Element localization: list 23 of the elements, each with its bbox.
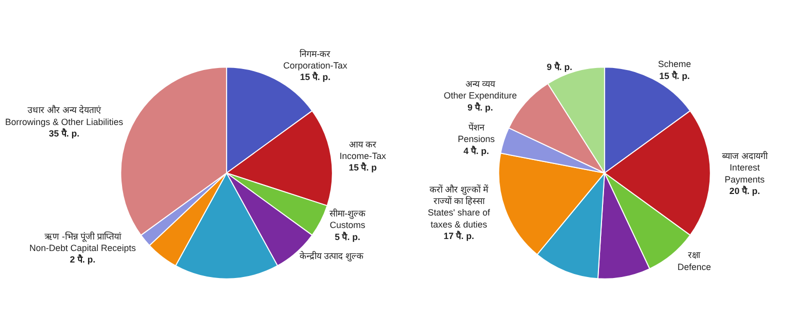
slice-label: रक्षा Defence bbox=[677, 250, 711, 272]
slice-label: करों और शुल्कों में राज्यों का हिस्सा States' share of taxes & duties bbox=[428, 183, 491, 230]
slice-label: केन्द्रीय उत्पाद शुल्क bbox=[300, 250, 365, 262]
data-label: 15 पै. p. bbox=[659, 70, 690, 81]
data-label: 4 पै. p. bbox=[464, 144, 490, 156]
data-label: 5 पै. p. bbox=[334, 230, 360, 242]
slice-label: पेंशन Pensions bbox=[458, 121, 496, 144]
data-label: 17 पै. p. bbox=[444, 230, 474, 242]
slice-label: उधार और अन्य देयताएं Borrowings & Other Liabilities bbox=[5, 104, 124, 127]
slice-label: आय कर Income-Tax bbox=[339, 139, 386, 162]
slice-label: अन्य व्यय Other Expenditure bbox=[444, 79, 517, 101]
slice-label: ब्याज अदायगी Interest Payments bbox=[722, 150, 768, 184]
data-label: 2 पै. p. bbox=[70, 254, 96, 265]
slice-label: सीमा-शुल्क Customs bbox=[329, 207, 366, 230]
data-label: 15 पै. p bbox=[348, 162, 378, 173]
slice-label: Scheme bbox=[658, 59, 692, 70]
data-label: 9 पै. p. bbox=[546, 60, 572, 72]
data-label: 9 पै. p. bbox=[468, 101, 494, 112]
slice-label: निगम-कर Corporation-Tax bbox=[283, 48, 348, 71]
data-label: 35 पै. p. bbox=[48, 128, 80, 139]
data-label: 20 पै. p. bbox=[729, 185, 760, 196]
slice-label: ऋण -भिन्न पूंजी प्राप्तियां Non-Debt Capital Receipts bbox=[29, 230, 136, 253]
data-label: 15 पै. p. bbox=[300, 71, 330, 82]
